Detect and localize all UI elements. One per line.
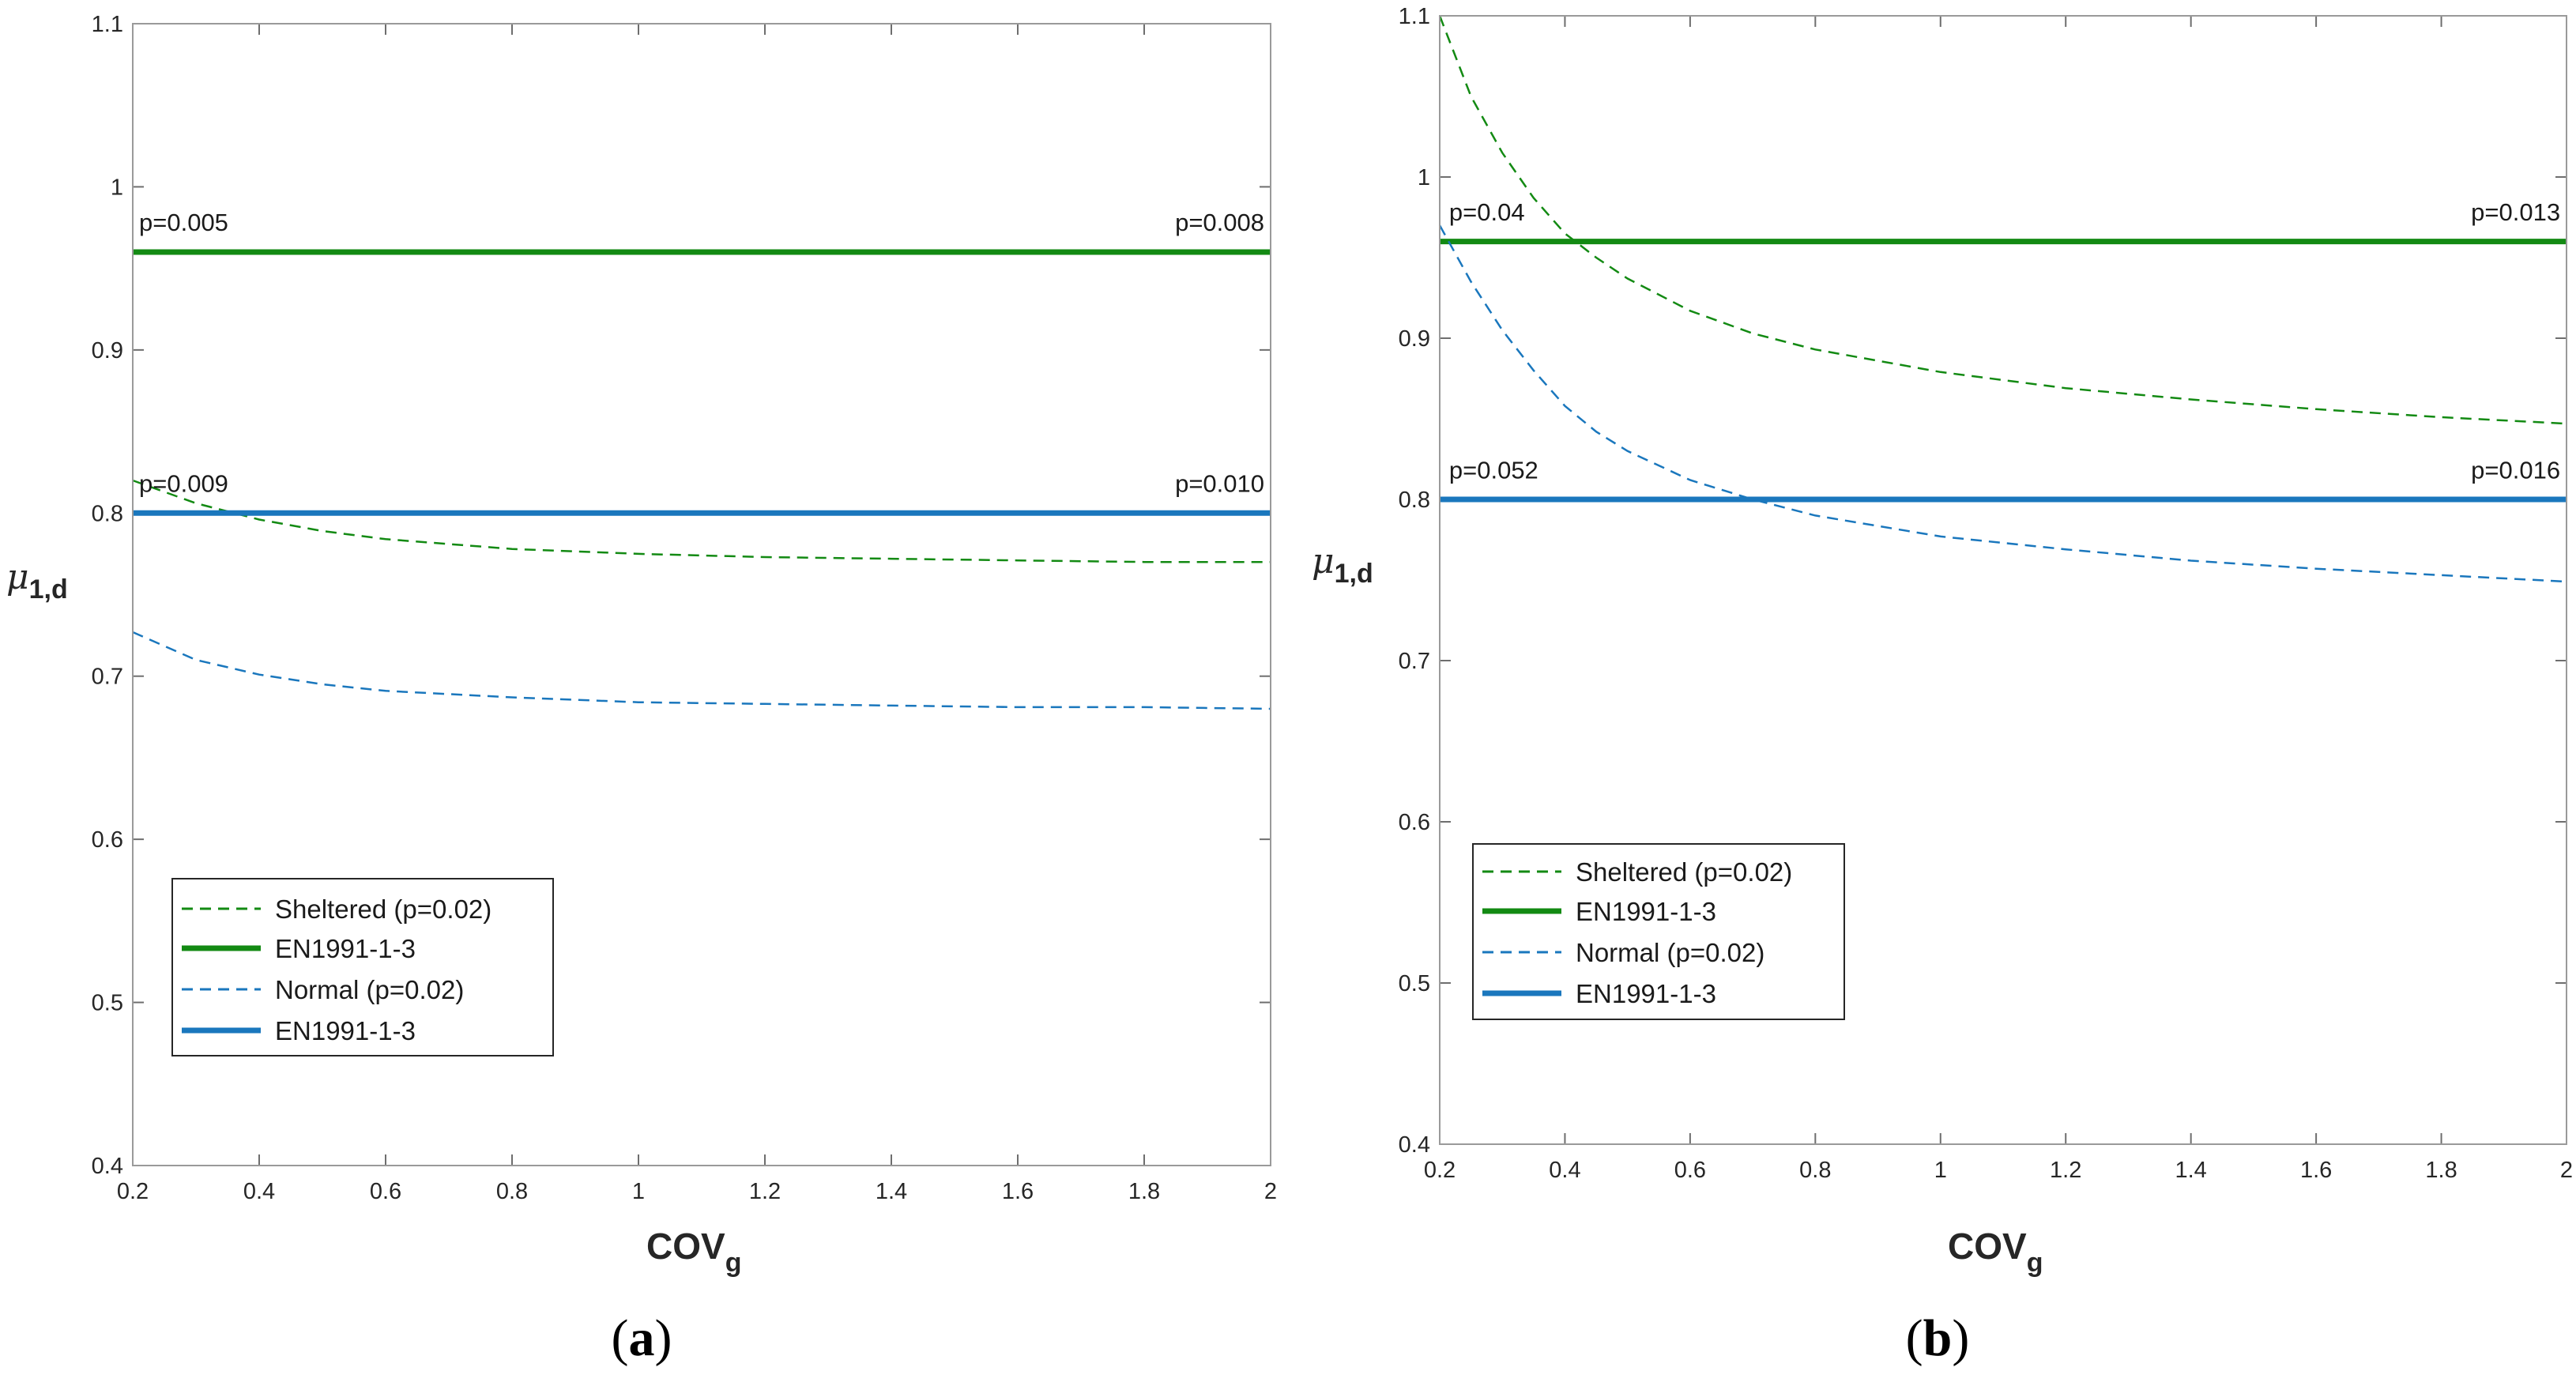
panel-label-a: (a) [612, 1309, 672, 1367]
x-tick-label: 1 [1934, 1158, 1947, 1183]
x-tick-labels: 0.2 0.4 0.6 0.8 1 1.2 1.4 1.6 1.8 2 [1424, 1158, 2573, 1183]
legend-label-normal: Normal (p=0.02) [275, 975, 464, 1004]
x-tick-label: 2 [1264, 1179, 1277, 1204]
x-tick-label: 2 [2560, 1158, 2573, 1183]
annotations: p=0.005 p=0.008 p=0.009 p=0.010 [139, 209, 1264, 497]
y-axis-label: μ1,d [6, 557, 68, 604]
y-axis-label-main: μ [1312, 541, 1335, 582]
legend-label-en-blue: EN1991-1-3 [1576, 979, 1716, 1008]
y-tick-label: 1 [1418, 165, 1430, 190]
chart-panel-b: 0.40.50.60.70.80.911.1 0.2 0.4 0.6 0.8 1 1.2 1… [1312, 4, 2573, 1367]
legend-label-en-blue: EN1991-1-3 [275, 1016, 416, 1045]
p-value-annotation: p=0.005 [139, 209, 228, 236]
x-tick-label: 1.4 [2175, 1158, 2207, 1183]
legend: Sheltered (p=0.02) EN1991-1-3 Normal (p=… [1472, 843, 1845, 1020]
x-tick-label: 1.8 [1128, 1179, 1160, 1204]
legend-label-sheltered: Sheltered (p=0.02) [275, 894, 491, 924]
y-axis-label-subscript: 1,d [29, 574, 68, 604]
x-tick-label: 0.4 [1549, 1158, 1580, 1183]
p-value-annotation: p=0.010 [1175, 469, 1264, 497]
p-value-annotation: p=0.009 [139, 469, 228, 497]
p-value-annotation: p=0.013 [2471, 198, 2560, 226]
legend-box [1472, 843, 1845, 1020]
x-tick-labels: 0.2 0.4 0.6 0.8 1 1.2 1.4 1.6 1.8 2 [117, 1179, 1277, 1204]
x-tick-label: 0.6 [1674, 1158, 1706, 1183]
series-lines [132, 249, 1271, 710]
x-tick-label: 0.6 [370, 1179, 401, 1204]
x-tick-label: 1.2 [749, 1179, 781, 1204]
p-value-annotation: p=0.04 [1449, 198, 1525, 226]
y-tick-label: 0.7 [92, 665, 123, 690]
x-tick-label: 1.2 [2050, 1158, 2081, 1183]
x-tick-label: 1.6 [2300, 1158, 2332, 1183]
x-tick-label: 0.2 [117, 1179, 149, 1204]
y-tick-label: 0.4 [1399, 1132, 1430, 1158]
y-tick-label: 0.5 [1399, 971, 1430, 996]
plot-frame [132, 23, 1271, 1166]
x-tick-label: 1.8 [2425, 1158, 2457, 1183]
y-axis-label-subscript: 1,d [1335, 559, 1373, 589]
x-axis-label: COVg [646, 1226, 741, 1278]
plot-frame [1439, 15, 2567, 1145]
series-line-green-dashed [1438, 15, 2567, 425]
panel-label-b-letter: b [1923, 1309, 1953, 1367]
y-tick-labels: 0.4 0.5 0.6 0.7 0.8 0.9 1 1.1 [1399, 4, 1430, 1158]
y-tick-labels: 0.4 0.5 0.6 0.7 0.8 0.9 1 1.1 [92, 12, 123, 1179]
y-tick-label: 0.9 [1399, 326, 1430, 352]
x-tick-label: 0.8 [1799, 1158, 1831, 1183]
panel-label-b: (b) [1906, 1309, 1970, 1367]
panel-label-a-letter: a [629, 1309, 655, 1367]
y-tick-label: 0.6 [92, 827, 123, 853]
y-tick-label: 0.9 [92, 338, 123, 363]
x-axis-label-main: COV [646, 1226, 725, 1267]
legend-box [171, 878, 554, 1056]
p-value-annotation: p=0.016 [2471, 456, 2560, 484]
x-axis-label: COVg [1948, 1226, 2043, 1278]
p-value-annotation: p=0.052 [1449, 456, 1538, 484]
x-axis-label-main: COV [1948, 1226, 2027, 1267]
x-axis-label-subscript: g [2027, 1248, 2043, 1278]
x-tick-label: 1.4 [876, 1179, 907, 1204]
series-line-blue-dashed [1438, 224, 2567, 583]
series-line-green-dashed [132, 479, 1271, 563]
x-tick-label: 0.8 [496, 1179, 528, 1204]
legend-label-en-green: EN1991-1-3 [275, 934, 416, 963]
legend-label-normal: Normal (p=0.02) [1576, 938, 1764, 967]
y-tick-label: 0.4 [92, 1154, 123, 1179]
y-tick-label: 0.7 [1399, 649, 1430, 674]
legend: Sheltered (p=0.02) EN1991-1-3 Normal (p=… [171, 878, 554, 1056]
legend-label-sheltered: Sheltered (p=0.02) [1576, 857, 1792, 887]
y-tick-label: 1 [111, 175, 123, 200]
series-lines [1438, 15, 2567, 583]
annotations: p=0.04 p=0.013 p=0.052 p=0.016 [1449, 198, 2560, 484]
x-tick-label: 1 [632, 1179, 645, 1204]
y-axis-label-main: μ [6, 557, 29, 597]
x-axis-label-subscript: g [725, 1248, 742, 1278]
y-axis-label: μ1,d [1312, 541, 1373, 589]
y-tick-label: 0.8 [1399, 488, 1430, 513]
y-tick-label: 1.1 [92, 12, 123, 37]
x-tick-label: 1.6 [1002, 1179, 1034, 1204]
x-tick-label: 0.4 [243, 1179, 275, 1204]
series-line-blue-dashed [132, 631, 1271, 710]
p-value-annotation: p=0.008 [1175, 209, 1264, 236]
chart-panel-a: 0.40.50.60.70.80.911.1 0.2 0.4 0.6 0.8 1 1.2 1… [6, 12, 1277, 1367]
x-tick-label: 0.2 [1424, 1158, 1456, 1183]
y-tick-label: 0.6 [1399, 810, 1430, 835]
y-tick-label: 0.8 [92, 501, 123, 526]
y-tick-label: 1.1 [1399, 4, 1430, 29]
legend-label-en-green: EN1991-1-3 [1576, 897, 1716, 926]
y-tick-label: 0.5 [92, 991, 123, 1016]
